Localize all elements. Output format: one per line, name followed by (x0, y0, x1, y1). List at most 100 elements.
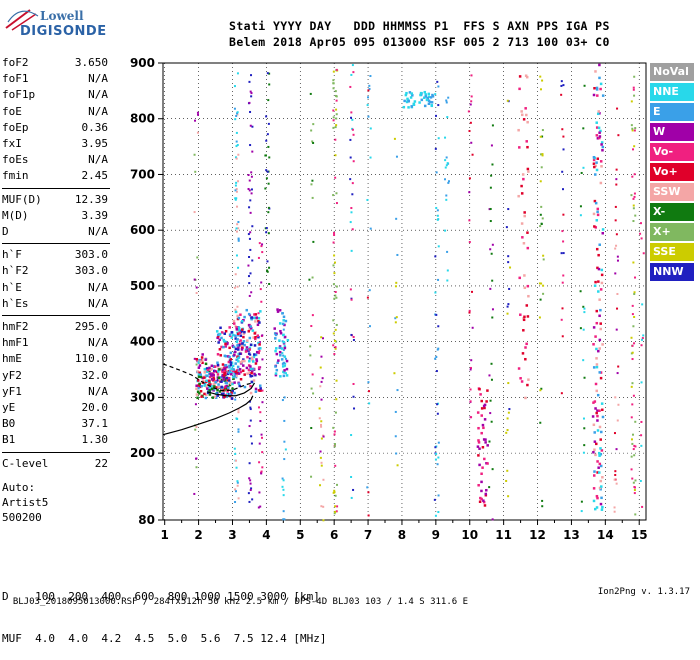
echo-point (427, 92, 431, 96)
echo-point (615, 168, 618, 171)
echo-point (311, 140, 314, 143)
echo-point (445, 101, 448, 104)
echo-point (598, 314, 601, 318)
echo-point (423, 96, 426, 99)
echo-point (333, 512, 336, 515)
echo-point (274, 337, 277, 340)
echo-point (219, 354, 223, 357)
echo-point (598, 462, 602, 466)
echo-point (582, 451, 585, 454)
echo-point (224, 364, 228, 367)
echo-point (278, 309, 282, 312)
echo-point (199, 375, 203, 379)
echo-point (248, 500, 251, 503)
echo-point (240, 348, 244, 351)
echo-point (233, 107, 236, 110)
echo-point (595, 247, 599, 251)
echo-point (267, 145, 270, 148)
echo-point (309, 92, 312, 95)
echo-point (335, 124, 338, 127)
echo-point (233, 374, 236, 378)
echo-point (630, 438, 633, 441)
echo-point (231, 364, 235, 368)
echo-point (238, 384, 241, 388)
echo-point (598, 471, 601, 474)
echo-point (213, 385, 216, 388)
echo-point (237, 266, 240, 269)
echo-point (247, 312, 251, 316)
param-row: yE 20.0 (2, 401, 108, 415)
echo-point (267, 182, 270, 185)
echo-point (633, 492, 636, 495)
echo-point (265, 115, 268, 118)
y-tick-label: 400 (130, 335, 155, 349)
echo-point (522, 242, 526, 245)
echo-point (216, 373, 220, 376)
echo-point (368, 402, 371, 405)
echo-point (435, 356, 438, 359)
echo-point (227, 379, 231, 382)
echo-point (322, 519, 325, 522)
echo-point (282, 361, 286, 365)
echo-point (641, 337, 644, 340)
echo-point (257, 366, 261, 369)
echo-point (468, 241, 471, 244)
echo-point (507, 208, 510, 211)
echo-point (312, 392, 315, 395)
echo-point (630, 416, 633, 419)
echo-point (471, 290, 474, 293)
echo-point (249, 373, 252, 376)
echo-point (334, 443, 337, 446)
echo-point (249, 211, 252, 214)
echo-point (522, 329, 525, 332)
echo-point (632, 261, 635, 264)
param-name: foF2 (2, 56, 29, 69)
echo-point (333, 297, 336, 300)
echo-point (242, 340, 246, 343)
echo-point (630, 455, 633, 458)
echo-point (595, 88, 599, 91)
echo-point (632, 197, 635, 200)
echo-point (235, 190, 238, 193)
echo-point (254, 387, 258, 391)
echo-point (219, 367, 223, 370)
echo-point (235, 376, 238, 379)
param-name: hmE (2, 352, 22, 366)
echo-point (213, 369, 217, 373)
echo-point (231, 382, 234, 386)
echo-point (480, 431, 483, 435)
echo-point (481, 446, 485, 449)
echo-point (318, 407, 321, 410)
echo-point (234, 350, 237, 354)
echo-point (208, 383, 211, 386)
echo-point (351, 193, 354, 196)
param-value: 12.39 (74, 192, 108, 206)
legend-item: NoVal (650, 63, 694, 81)
echo-point (224, 381, 228, 385)
echo-point (251, 360, 255, 363)
param-row: yF1 N/A (2, 385, 108, 399)
echo-point (234, 459, 237, 462)
echo-point (243, 359, 246, 363)
echo-point (429, 96, 433, 99)
echo-point (596, 112, 600, 116)
echo-point (444, 166, 447, 169)
echo-point (196, 131, 199, 134)
echo-point (583, 84, 586, 87)
echo-point (237, 369, 240, 372)
echo-point (632, 88, 635, 91)
echo-point (423, 104, 427, 108)
echo-point (237, 327, 241, 330)
echo-point (247, 330, 251, 333)
echo-point (596, 471, 599, 474)
echo-point (436, 403, 439, 406)
auto-program: Artist5 (2, 496, 49, 509)
echo-point (393, 137, 396, 140)
echo-point (335, 323, 338, 326)
echo-point (220, 369, 224, 372)
echo-point (260, 470, 263, 473)
echo-point (237, 316, 241, 320)
echo-point (434, 458, 437, 461)
echo-point (596, 210, 599, 214)
echo-point (634, 127, 637, 130)
